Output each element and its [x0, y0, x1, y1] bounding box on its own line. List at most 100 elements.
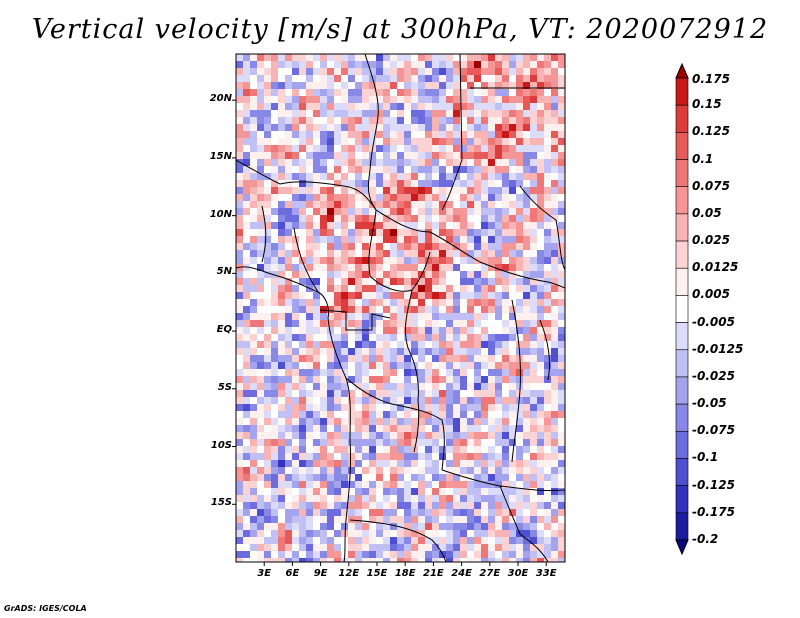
field-cell — [446, 75, 454, 83]
field-cell — [292, 369, 300, 377]
field-cell — [271, 96, 279, 104]
field-cell — [313, 516, 321, 524]
field-cell — [495, 159, 503, 167]
field-cell — [551, 341, 559, 349]
field-cell — [509, 131, 517, 139]
field-cell — [523, 502, 531, 510]
colorbar-segment — [675, 132, 689, 160]
field-cell — [558, 467, 565, 475]
field-cell — [278, 208, 286, 216]
field-cell — [516, 159, 524, 167]
field-cell — [397, 250, 405, 258]
field-cell — [516, 278, 524, 286]
field-cell — [502, 250, 510, 258]
field-cell — [243, 432, 251, 440]
field-cell — [313, 89, 321, 97]
field-cell — [481, 432, 489, 440]
field-cell — [355, 397, 363, 405]
field-cell — [306, 215, 314, 223]
field-cell — [411, 509, 419, 517]
field-cell — [467, 278, 475, 286]
field-cell — [439, 453, 447, 461]
field-cell — [446, 530, 454, 538]
field-cell — [474, 82, 482, 90]
field-cell — [530, 187, 538, 195]
field-cell — [306, 68, 314, 76]
field-cell — [453, 215, 461, 223]
field-cell — [453, 446, 461, 454]
field-cell — [327, 537, 335, 545]
field-cell — [425, 376, 433, 384]
field-cell — [509, 502, 517, 510]
field-cell — [236, 544, 244, 552]
field-cell — [264, 383, 272, 391]
field-cell — [453, 285, 461, 293]
field-cell — [446, 404, 454, 412]
field-cell — [320, 124, 328, 132]
field-cell — [313, 215, 321, 223]
field-cell — [481, 544, 489, 552]
field-cell — [523, 383, 531, 391]
field-cell — [250, 411, 258, 419]
field-cell — [530, 194, 538, 202]
field-cell — [488, 558, 496, 562]
field-cell — [397, 544, 405, 552]
field-cell — [397, 131, 405, 139]
field-cell — [425, 397, 433, 405]
field-cell — [313, 152, 321, 160]
field-cell — [236, 257, 244, 265]
field-cell — [264, 271, 272, 279]
field-cell — [544, 397, 552, 405]
field-cell — [362, 397, 370, 405]
field-cell — [432, 194, 440, 202]
field-cell — [243, 341, 251, 349]
field-cell — [264, 404, 272, 412]
field-cell — [313, 222, 321, 230]
field-cell — [446, 502, 454, 510]
field-cell — [292, 544, 300, 552]
field-cell — [313, 502, 321, 510]
field-cell — [523, 320, 531, 328]
field-cell — [411, 558, 419, 562]
field-cell — [362, 502, 370, 510]
field-cell — [390, 124, 398, 132]
field-cell — [313, 103, 321, 111]
colorbar — [675, 62, 689, 556]
field-cell — [327, 285, 335, 293]
field-cell — [257, 264, 265, 272]
field-cell — [502, 103, 510, 111]
field-cell — [453, 152, 461, 160]
field-cell — [250, 103, 258, 111]
field-cell — [439, 54, 447, 62]
field-cell — [530, 54, 538, 62]
field-cell — [432, 152, 440, 160]
field-cell — [327, 313, 335, 321]
field-cell — [495, 89, 503, 97]
field-cell — [425, 68, 433, 76]
field-cell — [334, 54, 342, 62]
field-cell — [425, 159, 433, 167]
field-cell — [460, 544, 468, 552]
field-cell — [327, 425, 335, 433]
field-cell — [355, 250, 363, 258]
field-cell — [397, 558, 405, 562]
field-cell — [390, 439, 398, 447]
field-cell — [551, 54, 559, 62]
field-cell — [425, 180, 433, 188]
field-cell — [481, 404, 489, 412]
field-cell — [264, 222, 272, 230]
field-cell — [271, 131, 279, 139]
field-cell — [439, 75, 447, 83]
field-cell — [488, 229, 496, 237]
field-cell — [558, 54, 565, 62]
field-cell — [558, 138, 565, 146]
field-cell — [516, 488, 524, 496]
field-cell — [348, 54, 356, 62]
colorbar-segment — [675, 213, 689, 242]
field-cell — [537, 201, 545, 209]
field-cell — [278, 285, 286, 293]
field-cell — [509, 89, 517, 97]
field-cell — [250, 264, 258, 272]
field-cell — [488, 110, 496, 118]
field-cell — [299, 376, 307, 384]
